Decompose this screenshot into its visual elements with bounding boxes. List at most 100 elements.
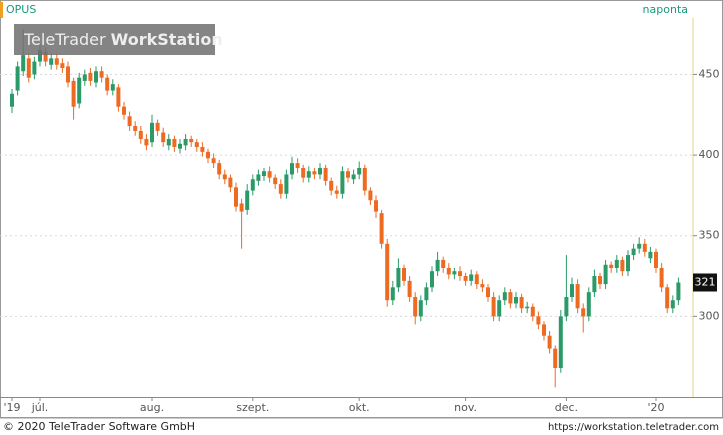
candle-body: [374, 200, 378, 212]
candle-body: [542, 324, 546, 336]
candle-body: [570, 284, 574, 298]
candle-body: [469, 274, 474, 281]
candle-body: [430, 271, 434, 288]
candle-body: [82, 74, 87, 81]
candle-body: [43, 51, 48, 62]
candle-body: [553, 348, 558, 368]
candle-body: [379, 213, 384, 244]
candle-body: [609, 264, 614, 268]
candle-body: [407, 280, 412, 298]
candle-body: [178, 143, 182, 149]
candle-body: [38, 50, 42, 62]
candle-body: [222, 174, 227, 180]
last-price-box: [693, 273, 717, 292]
y-tick-label: 300: [699, 309, 720, 322]
watermark-box: [14, 24, 215, 55]
candle-body: [250, 179, 255, 191]
candle-body: [88, 72, 93, 81]
candle-body: [519, 297, 524, 309]
candle-body: [234, 187, 238, 207]
candle-body: [626, 255, 630, 272]
chart-subtitle: naponta: [643, 3, 688, 16]
y-tick-label: 400: [699, 148, 720, 161]
candle-body: [603, 264, 608, 285]
candle-body: [497, 300, 502, 317]
candle-body: [514, 297, 518, 304]
candle-body: [413, 297, 418, 317]
y-tick-label: 350: [699, 229, 720, 242]
candle-body: [49, 58, 54, 65]
candle-body: [458, 271, 462, 277]
candle-body: [558, 316, 563, 368]
candle-body: [105, 77, 110, 91]
x-tick-label: aug.: [140, 401, 164, 414]
candle-body: [127, 116, 132, 127]
last-price-label: 321: [695, 275, 716, 288]
candle-body: [323, 167, 328, 181]
candle-body: [245, 190, 250, 210]
candle-body: [575, 284, 580, 309]
x-tick-label: '19: [3, 401, 20, 414]
candle-body: [480, 284, 485, 288]
candle-body: [620, 259, 625, 272]
candle-body: [362, 167, 367, 191]
candle-body: [564, 297, 569, 317]
candle-body: [474, 274, 479, 285]
candle-body: [441, 259, 446, 268]
candle-body: [368, 190, 373, 201]
candle-body: [396, 267, 401, 288]
candle-body: [60, 63, 65, 68]
candle-body: [306, 171, 311, 178]
candle-body: [346, 171, 350, 178]
x-tick-label: júl.: [31, 401, 49, 414]
candle-body: [32, 61, 37, 75]
candle-body: [390, 287, 395, 301]
candle-body: [10, 93, 14, 107]
candle-body: [77, 77, 82, 104]
candle-body: [614, 259, 619, 268]
x-tick-label: '20: [647, 401, 664, 414]
candle-body: [267, 171, 272, 178]
watermark-product: WorkStation: [111, 30, 223, 49]
candle-body: [211, 158, 216, 164]
candle-body: [110, 84, 115, 91]
candle-body: [424, 287, 429, 301]
candle-body: [637, 243, 642, 249]
candle-body: [340, 171, 345, 194]
candle-body: [15, 66, 20, 91]
watermark: TeleTrader WorkStation: [23, 30, 223, 49]
candle-body: [676, 282, 681, 301]
candle-body: [357, 167, 362, 175]
candle-body: [284, 174, 289, 194]
candle-body: [592, 276, 597, 293]
candle-body: [183, 138, 188, 146]
watermark-brand: TeleTrader: [23, 30, 106, 49]
candle-body: [262, 171, 266, 177]
candle-body: [659, 267, 664, 288]
candle-body: [318, 167, 322, 175]
title-marker: [0, 2, 3, 18]
candle-body: [586, 292, 591, 317]
candle-body: [312, 171, 317, 175]
candle-body: [402, 267, 406, 281]
candle-body: [133, 126, 138, 131]
candle-body: [256, 174, 261, 181]
plot-area: 300 350 400 450 '19 júl. aug. szept. okt. nov. dec…: [0, 29, 720, 414]
candle-body: [228, 177, 233, 188]
candle-body: [525, 306, 530, 309]
candle-body: [446, 267, 451, 275]
candle-body: [508, 292, 513, 304]
candle-body: [26, 58, 31, 78]
candle-body: [665, 287, 670, 309]
candle-body: [138, 130, 143, 139]
candle-body: [206, 151, 210, 159]
candle-body: [21, 55, 26, 72]
candle-body: [66, 66, 70, 83]
candle-body: [536, 316, 541, 325]
candle-body: [418, 300, 423, 317]
candle-body: [172, 138, 177, 148]
candle-body: [290, 163, 294, 175]
candle-body: [295, 163, 300, 168]
